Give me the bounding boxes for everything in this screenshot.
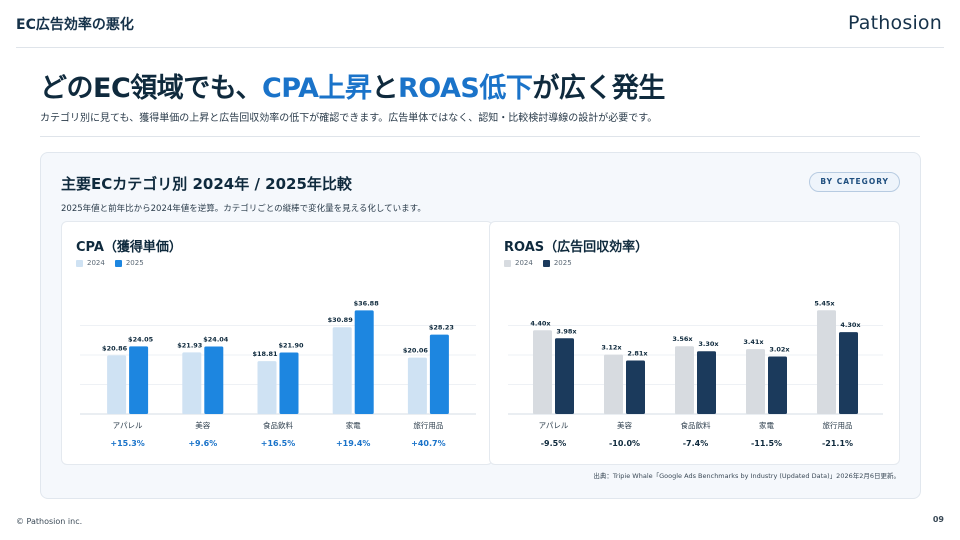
roas-chart-card: ROAS（広告回収効率） 2024 2025 4.40x 3.98x アパレル -9.…	[489, 221, 900, 465]
comparison-panel: 主要ECカテゴリ別 2024年 / 2025年比較 2025年値と前年比から20…	[40, 152, 921, 499]
cpa-value-label: $20.06	[403, 347, 429, 355]
roas-bar-chart: 4.40x 3.98x アパレル -9.5% 3.12x 2.81x 美容 -10.0% 3.5…	[508, 299, 883, 448]
roas-value-label: 4.30x	[840, 321, 861, 329]
legend-label: 2025	[553, 259, 572, 267]
cpa-value-label: $20.86	[102, 344, 128, 352]
roas-category-label: 食品飲料	[681, 420, 711, 430]
cpa-bar-2024	[332, 327, 352, 414]
cpa-category-label: 家電	[346, 420, 361, 430]
roas-category-label: 旅行用品	[823, 420, 853, 430]
roas-change-label: -21.1%	[822, 439, 853, 448]
roas-value-label: 3.12x	[601, 344, 622, 352]
cpa-category-label: 美容	[195, 420, 210, 430]
panel-title: 主要ECカテゴリ別 2024年 / 2025年比較	[61, 175, 352, 193]
cpa-change-label: +19.4%	[336, 439, 370, 448]
roas-category-label: 美容	[617, 420, 632, 430]
cpa-chart-title: CPA（獲得単価）	[76, 240, 182, 255]
cpa-bar-2025	[129, 346, 149, 414]
cpa-legend: 2024 2025	[76, 259, 144, 267]
roas-value-label: 2.81x	[627, 350, 648, 358]
legend-label: 2025	[125, 259, 144, 267]
roas-bar-2025	[839, 332, 858, 414]
headline-part: と	[371, 73, 398, 104]
cpa-bar-2025	[429, 334, 449, 414]
cpa-change-label: +15.3%	[110, 439, 144, 448]
cpa-category-label: アパレル	[113, 421, 143, 430]
cpa-bar-2024	[182, 352, 202, 414]
cpa-bar-2024	[107, 355, 127, 414]
roas-change-label: -7.4%	[683, 439, 709, 448]
divider	[40, 136, 920, 137]
copyright: © Pathosion inc.	[16, 517, 83, 526]
roas-bar-2025	[768, 356, 787, 414]
roas-category-label: 家電	[759, 420, 774, 430]
legend-swatch-2024	[504, 259, 511, 267]
legend-item-2025: 2025	[542, 259, 572, 267]
cpa-change-label: +40.7%	[411, 439, 445, 448]
cpa-change-label: +16.5%	[261, 439, 295, 448]
roas-value-label: 5.45x	[814, 299, 835, 307]
roas-legend: 2024 2025	[504, 259, 572, 267]
roas-value-label: 3.30x	[698, 340, 719, 348]
page-number: 09	[932, 515, 944, 524]
roas-category-label: アパレル	[539, 421, 569, 430]
cpa-value-label: $21.93	[177, 341, 202, 349]
cpa-change-label: +9.6%	[188, 439, 217, 448]
roas-bar-2025	[626, 360, 645, 414]
roas-bar-2025	[697, 351, 716, 414]
roas-bar-2024	[533, 330, 552, 414]
cpa-value-label: $28.23	[429, 324, 454, 332]
roas-chart-title: ROAS（広告回収効率）	[504, 240, 649, 255]
roas-bar-2024	[604, 354, 623, 414]
cpa-chart-card: CPA（獲得単価） 2024 2025 $20.86 $24.05 アパレル +15.…	[61, 221, 493, 465]
page-headline: どのEC領域でも、CPA上昇とROAS低下が広く発生	[40, 66, 665, 105]
legend-item-2025: 2025	[114, 259, 144, 267]
legend-label: 2024	[515, 259, 533, 267]
legend-item-2024: 2024	[76, 259, 105, 267]
roas-bar-2024	[746, 349, 765, 414]
cpa-bar-chart: $20.86$24.05 アパレル +15.3% $21.93$24.04 美容 +9.6…	[80, 299, 476, 448]
cpa-value-label: $24.05	[128, 335, 154, 343]
roas-value-label: 3.56x	[672, 335, 693, 343]
category-badge: BY CATEGORY	[809, 172, 900, 192]
roas-change-label: -10.0%	[609, 439, 640, 448]
legend-swatch-2025	[114, 259, 122, 267]
headline-highlight-roas: ROAS低下	[397, 73, 533, 104]
cpa-category-label: 旅行用品	[413, 420, 443, 430]
headline-highlight-cpa: CPA上昇	[261, 73, 372, 104]
top-bar: EC広告効率の悪化 Pathosion	[16, 0, 944, 48]
legend-swatch-2024	[76, 259, 83, 267]
roas-bar-2025	[555, 338, 574, 414]
roas-value-label: 4.40x	[530, 319, 551, 327]
roas-change-label: -9.5%	[541, 439, 567, 448]
roas-bar-2024	[817, 310, 836, 414]
cpa-value-label: $18.81	[252, 350, 278, 358]
cpa-value-label: $30.89	[328, 316, 354, 324]
legend-label: 2024	[87, 259, 105, 267]
cpa-value-label: $21.90	[278, 341, 304, 349]
legend-swatch-2025	[542, 259, 550, 267]
cpa-bar-2025	[279, 352, 299, 414]
roas-change-label: -11.5%	[751, 439, 782, 448]
cpa-value-label: $36.88	[354, 299, 380, 307]
cpa-bar-2025	[204, 346, 224, 414]
cpa-value-label: $24.04	[203, 335, 229, 343]
cpa-bar-2024	[257, 361, 277, 414]
roas-value-label: 3.98x	[556, 327, 577, 335]
roas-value-label: 3.02x	[769, 346, 790, 354]
roas-bar-2024	[675, 346, 694, 414]
cpa-bar-2024	[407, 357, 427, 414]
panel-subtitle: 2025年値と前年比から2024年値を逆算。カテゴリごとの縦棒で変化量を見える化…	[61, 204, 426, 214]
brand-logo: Pathosion	[847, 12, 942, 34]
roas-value-label: 3.41x	[743, 338, 764, 346]
cpa-bar-2025	[354, 310, 374, 414]
cpa-category-label: 食品飲料	[263, 420, 293, 430]
legend-item-2024: 2024	[504, 259, 533, 267]
headline-part: どのEC領域でも、	[40, 73, 262, 104]
page-subtitle: カテゴリ別に見ても、獲得単価の上昇と広告回収効率の低下が確認できます。広告単体で…	[40, 113, 658, 124]
headline-part: が広く発生	[532, 73, 665, 104]
source-note: 出典：Tripie Whale「Google Ads Benchmarks by…	[593, 472, 900, 480]
deck-title: EC広告効率の悪化	[16, 17, 134, 33]
